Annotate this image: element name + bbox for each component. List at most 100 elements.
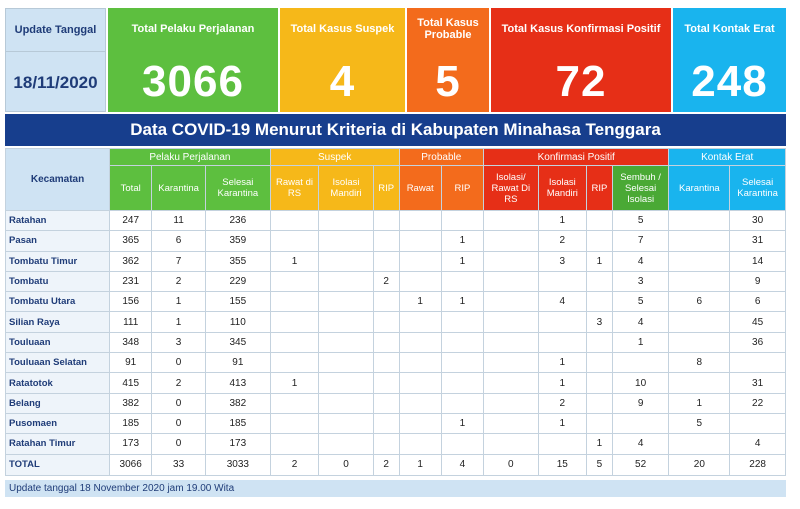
table-cell: 1 bbox=[151, 311, 206, 333]
table-cell bbox=[318, 270, 374, 293]
table-cell bbox=[372, 433, 400, 455]
update-card: Update Tanggal 18/11/2020 bbox=[5, 8, 106, 112]
table-cell: 1 bbox=[537, 412, 588, 435]
table-cell bbox=[372, 209, 400, 232]
col-header: Isolasi Mandiri bbox=[537, 165, 588, 211]
table-cell: 7 bbox=[611, 230, 670, 252]
table-row: Tombatu Timur 362 7 355 1 1 3 1 4 14 bbox=[4, 250, 786, 272]
table-cell: 91 bbox=[204, 352, 271, 374]
table-cell: 4 bbox=[611, 250, 670, 272]
table-cell: 3 bbox=[611, 270, 670, 293]
table-cell: 1 bbox=[440, 250, 485, 272]
table-cell bbox=[398, 250, 442, 272]
table-row: Pasan 365 6 359 1 2 7 31 bbox=[4, 230, 786, 252]
table-cell bbox=[586, 209, 613, 232]
table-cell: 382 bbox=[109, 392, 153, 414]
table-cell: 33 bbox=[151, 453, 206, 476]
table-cell bbox=[611, 412, 670, 435]
table-cell bbox=[483, 392, 539, 414]
table-cell: 4 bbox=[537, 291, 588, 313]
summary-panel: Update Tanggal 18/11/2020 Total Pelaku P… bbox=[5, 8, 786, 112]
table-cell bbox=[318, 331, 374, 354]
table-row: Silian Raya 111 1 110 3 4 45 bbox=[4, 311, 786, 333]
table-cell bbox=[372, 372, 400, 394]
table-cell: 2 bbox=[372, 270, 400, 293]
table-cell: 1 bbox=[611, 331, 670, 354]
table-cell bbox=[318, 230, 374, 252]
table-cell: 0 bbox=[318, 453, 374, 476]
col-header: Isolasi Mandiri bbox=[318, 165, 374, 211]
table-cell bbox=[318, 372, 374, 394]
table-cell bbox=[372, 412, 400, 435]
table-row: Ratahan 247 11 236 1 5 30 bbox=[4, 209, 786, 232]
table-cell bbox=[537, 270, 588, 293]
table-cell bbox=[269, 311, 320, 333]
table-cell: 20 bbox=[668, 453, 731, 476]
table-cell: 1 bbox=[668, 392, 731, 414]
table-cell bbox=[398, 392, 442, 414]
table-cell: 156 bbox=[109, 291, 153, 313]
table-cell: 9 bbox=[611, 392, 670, 414]
table-cell: 0 bbox=[151, 412, 206, 435]
col-header: Rawat bbox=[398, 165, 442, 211]
table-cell bbox=[318, 412, 374, 435]
district-name: Touluaan Selatan bbox=[4, 352, 111, 374]
table-cell: 2 bbox=[537, 392, 588, 414]
table-cell bbox=[668, 331, 731, 354]
table-cell bbox=[398, 230, 442, 252]
table-cell: 6 bbox=[151, 230, 206, 252]
table-cell: 362 bbox=[109, 250, 153, 272]
table-cell bbox=[440, 331, 485, 354]
table-cell: 52 bbox=[611, 453, 670, 476]
table-cell bbox=[729, 352, 786, 374]
col-header: Karantina bbox=[668, 165, 731, 211]
table-cell: 1 bbox=[440, 230, 485, 252]
table-cell bbox=[586, 412, 613, 435]
table-cell: 4 bbox=[611, 433, 670, 455]
table-cell: 345 bbox=[204, 331, 271, 354]
table-cell: 1 bbox=[398, 291, 442, 313]
table-row: Belang 382 0 382 2 9 1 22 bbox=[4, 392, 786, 414]
table-cell bbox=[372, 291, 400, 313]
district-name: Ratahan bbox=[4, 209, 111, 232]
card-suspect: Total Kasus Suspek 4 bbox=[280, 8, 405, 112]
table-cell bbox=[537, 311, 588, 333]
table-cell bbox=[483, 230, 539, 252]
col-header: Total bbox=[109, 165, 153, 211]
card-confirmed-label: Total Kasus Konfirmasi Positif bbox=[501, 23, 661, 35]
footer-note: Update tanggal 18 November 2020 jam 19.0… bbox=[5, 480, 786, 497]
district-name: Tombatu Timur bbox=[4, 250, 111, 272]
table-cell bbox=[586, 230, 613, 252]
card-travelers-value: 3066 bbox=[142, 57, 244, 106]
table-cell bbox=[318, 291, 374, 313]
update-label: Update Tanggal bbox=[14, 24, 97, 36]
card-probable-value: 5 bbox=[435, 57, 461, 106]
card-probable: Total Kasus Probable 5 bbox=[407, 8, 489, 112]
table-cell bbox=[483, 372, 539, 394]
table-cell: 1 bbox=[586, 433, 613, 455]
page-title: Data COVID-19 Menurut Kriteria di Kabupa… bbox=[5, 114, 786, 146]
table-row: Ratahan Timur 173 0 173 1 4 4 bbox=[4, 433, 786, 455]
district-name: Pasan bbox=[4, 230, 111, 252]
table-cell: 1 bbox=[398, 453, 442, 476]
table-cell: 2 bbox=[269, 453, 320, 476]
table-cell bbox=[318, 392, 374, 414]
table-cell bbox=[372, 352, 400, 374]
data-table-wrapper: Kecamatan Pelaku Perjalanan Suspek Proba… bbox=[4, 148, 786, 476]
table-cell: 4 bbox=[611, 311, 670, 333]
table-cell: 0 bbox=[151, 352, 206, 374]
table-cell bbox=[586, 352, 613, 374]
table-cell: 0 bbox=[151, 392, 206, 414]
table-cell bbox=[269, 331, 320, 354]
table-cell bbox=[398, 433, 442, 455]
table-cell bbox=[586, 270, 613, 293]
district-name: Silian Raya bbox=[4, 311, 111, 333]
table-cell bbox=[269, 291, 320, 313]
update-date: 18/11/2020 bbox=[13, 73, 98, 92]
table-cell bbox=[483, 209, 539, 232]
table-cell: 0 bbox=[151, 433, 206, 455]
table-row: Ratatotok 415 2 413 1 1 10 31 bbox=[4, 372, 786, 394]
table-cell: 1 bbox=[537, 352, 588, 374]
table-cell: 3 bbox=[151, 331, 206, 354]
table-cell bbox=[483, 270, 539, 293]
